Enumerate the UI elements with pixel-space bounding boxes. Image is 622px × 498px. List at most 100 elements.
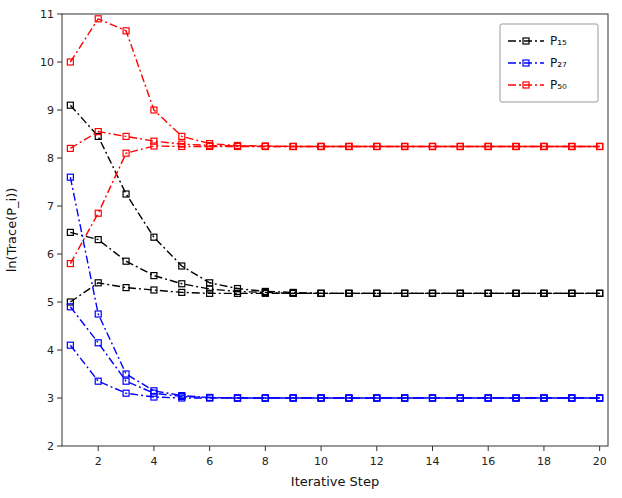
point-marker — [597, 143, 603, 149]
point-marker — [151, 143, 157, 149]
legend-label: P₁₅ — [550, 34, 567, 48]
legend-label: P₂₇ — [550, 56, 567, 70]
x-tick-label: 12 — [370, 455, 384, 468]
point-marker — [235, 290, 241, 296]
point-marker — [151, 287, 157, 293]
point-marker — [67, 59, 73, 65]
point-marker — [123, 390, 129, 396]
point-marker — [457, 290, 463, 296]
x-tick-label: 8 — [262, 455, 269, 468]
point-marker — [485, 290, 491, 296]
point-marker — [151, 107, 157, 113]
series-line — [70, 283, 599, 302]
point-marker — [67, 102, 73, 108]
point-marker — [95, 340, 101, 346]
point-marker — [318, 395, 324, 401]
y-tick — [57, 206, 62, 207]
x-tick-label: 16 — [481, 455, 495, 468]
point-marker — [151, 273, 157, 279]
point-marker — [457, 143, 463, 149]
x-tick — [209, 446, 210, 451]
x-tick-label: 4 — [150, 455, 157, 468]
series-line — [70, 345, 599, 398]
y-tick-label: 11 — [40, 8, 54, 21]
point-marker — [67, 261, 73, 267]
x-axis-label: Iterative Step — [291, 474, 379, 489]
point-marker — [123, 191, 129, 197]
point-marker — [318, 143, 324, 149]
y-tick-label: 9 — [47, 104, 54, 117]
series — [67, 174, 602, 401]
point-marker — [207, 143, 213, 149]
y-tick — [57, 110, 62, 111]
point-marker — [485, 395, 491, 401]
x-tick — [543, 446, 544, 451]
point-marker — [541, 143, 547, 149]
point-marker — [374, 290, 380, 296]
point-marker — [95, 378, 101, 384]
series — [67, 102, 602, 296]
point-marker — [95, 311, 101, 317]
series-line — [70, 307, 599, 398]
point-marker — [151, 390, 157, 396]
series — [67, 304, 602, 401]
x-tick-label: 6 — [206, 455, 213, 468]
point-marker — [318, 290, 324, 296]
series-line — [70, 232, 599, 293]
point-marker — [67, 304, 73, 310]
y-tick-label: 3 — [47, 392, 54, 405]
x-tick-label: 14 — [426, 455, 440, 468]
point-marker — [95, 16, 101, 22]
x-tick — [376, 446, 377, 451]
point-marker — [67, 174, 73, 180]
y-tick-label: 4 — [47, 344, 54, 357]
legend-box — [500, 24, 598, 102]
point-marker — [430, 290, 436, 296]
point-marker — [179, 263, 185, 269]
point-marker — [290, 143, 296, 149]
point-marker — [374, 395, 380, 401]
point-marker — [513, 395, 519, 401]
point-marker — [290, 395, 296, 401]
x-tick-label: 10 — [314, 455, 328, 468]
point-marker — [207, 143, 213, 149]
point-marker — [179, 281, 185, 287]
point-marker — [207, 395, 213, 401]
point-marker — [123, 150, 129, 156]
point-marker — [485, 143, 491, 149]
point-marker — [457, 143, 463, 149]
point-marker — [123, 133, 129, 139]
x-tick-label: 20 — [593, 455, 607, 468]
legend-marker — [523, 82, 529, 88]
point-marker — [569, 290, 575, 296]
point-marker — [179, 289, 185, 295]
point-marker — [235, 395, 241, 401]
point-marker — [430, 395, 436, 401]
point-marker — [179, 143, 185, 149]
point-marker — [207, 280, 213, 286]
y-tick-label: 2 — [47, 440, 54, 453]
point-marker — [67, 229, 73, 235]
series-line — [70, 177, 599, 398]
x-tick — [153, 446, 154, 451]
series — [67, 280, 602, 305]
y-tick — [57, 158, 62, 159]
y-tick-label: 5 — [47, 296, 54, 309]
y-tick — [57, 62, 62, 63]
point-marker — [402, 290, 408, 296]
series — [67, 342, 602, 401]
legend: P₁₅P₂₇P₅₀ — [500, 24, 598, 102]
series-line — [70, 19, 599, 147]
point-marker — [151, 234, 157, 240]
point-marker — [374, 143, 380, 149]
y-tick — [57, 446, 62, 447]
legend-line — [508, 84, 544, 85]
y-tick-label: 8 — [47, 152, 54, 165]
legend-marker — [523, 38, 529, 44]
point-marker — [513, 143, 519, 149]
x-tick — [265, 446, 266, 451]
point-marker — [67, 145, 73, 151]
chart-container: 2468101214161820234567891011Iterative St… — [0, 0, 622, 498]
point-marker — [95, 210, 101, 216]
chart: 2468101214161820234567891011Iterative St… — [0, 0, 622, 498]
